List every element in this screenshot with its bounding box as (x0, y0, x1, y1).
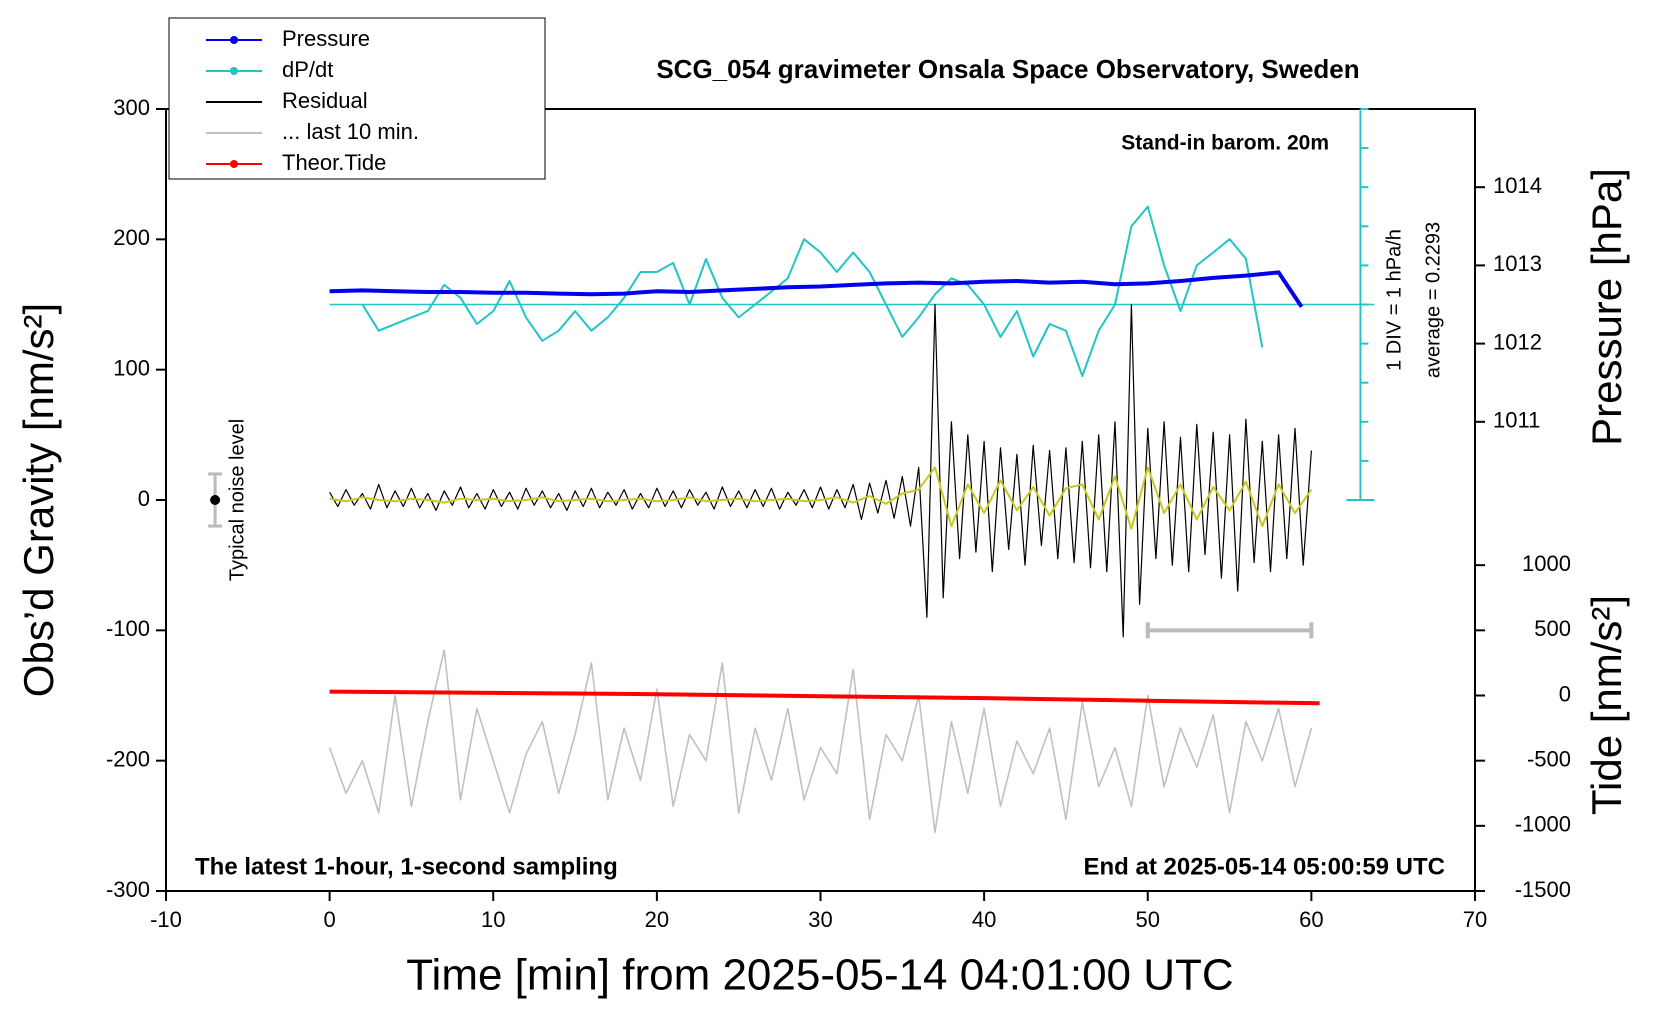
y-tick-label: 0 (138, 486, 150, 511)
y2-tick-label: 1012 (1493, 329, 1542, 354)
x-tick-label: 30 (808, 907, 832, 932)
legend-marker (230, 160, 238, 168)
y-tick-label: -100 (106, 616, 150, 641)
y2-axis-label: Pressure [hPa] (1583, 168, 1630, 446)
y4-tick-label: -1000 (1515, 812, 1571, 837)
y-tick-label: 100 (113, 355, 150, 380)
legend-label: ... last 10 min. (282, 119, 419, 144)
series-line (329, 270, 1304, 308)
y4-tick-label: -1500 (1515, 877, 1571, 902)
annotation: End at 2025-05-14 05:00:59 UTC (1084, 853, 1446, 880)
chart-title: SCG_054 gravimeter Onsala Space Observat… (656, 54, 1359, 84)
series-line (329, 466, 1313, 530)
legend-label: Theor.Tide (282, 150, 386, 175)
y-tick-label: 200 (113, 225, 150, 250)
legend-label: Pressure (282, 26, 370, 51)
x-tick-label: 60 (1299, 907, 1323, 932)
x-tick-label: 20 (645, 907, 669, 932)
y4-tick-label: -500 (1527, 746, 1571, 771)
series-line (329, 303, 1312, 638)
noise-dot (210, 495, 221, 505)
y4-axis-label: Tide [nm/s²] (1583, 595, 1630, 815)
series-line (329, 689, 1320, 706)
annotation: Stand-in barom. 20m (1121, 132, 1329, 155)
annotation: average = 0.2293 (1422, 222, 1444, 378)
y-tick-label: -200 (106, 746, 150, 771)
y4-tick-label: 1000 (1522, 551, 1571, 576)
legend-marker (230, 67, 238, 75)
y2-tick-label: 1013 (1493, 251, 1542, 276)
x-tick-label: 70 (1463, 907, 1487, 932)
y2-tick-label: 1014 (1493, 173, 1542, 198)
legend-label: Residual (282, 88, 368, 113)
legend-marker (230, 36, 238, 44)
legend-box (168, 17, 546, 180)
series-line (328, 649, 1313, 834)
y-tick-label: -300 (106, 877, 150, 902)
x-tick-label: 40 (972, 907, 996, 932)
x-tick-label: 50 (1136, 907, 1160, 932)
x-tick-label: 0 (324, 907, 336, 932)
series-line (361, 205, 1264, 377)
annotation: The latest 1-hour, 1-second sampling (195, 853, 618, 880)
y4-tick-label: 500 (1534, 616, 1571, 641)
annotation: Typical noise level (226, 419, 248, 581)
x-tick-label: 10 (481, 907, 505, 932)
y-axis-label: Obs’d Gravity [nm/s²] (15, 303, 62, 697)
y4-tick-label: 0 (1559, 681, 1571, 706)
legend-label: dP/dt (282, 57, 333, 82)
x-tick-label: -10 (150, 907, 182, 932)
y-tick-label: 300 (113, 95, 150, 120)
annotation: 1 DIV = 1 hPa/h (1383, 229, 1405, 371)
x-axis-label: Time [min] from 2025-05-14 04:01:00 UTC (406, 951, 1233, 1000)
y2-tick-label: 1011 (1493, 408, 1540, 433)
